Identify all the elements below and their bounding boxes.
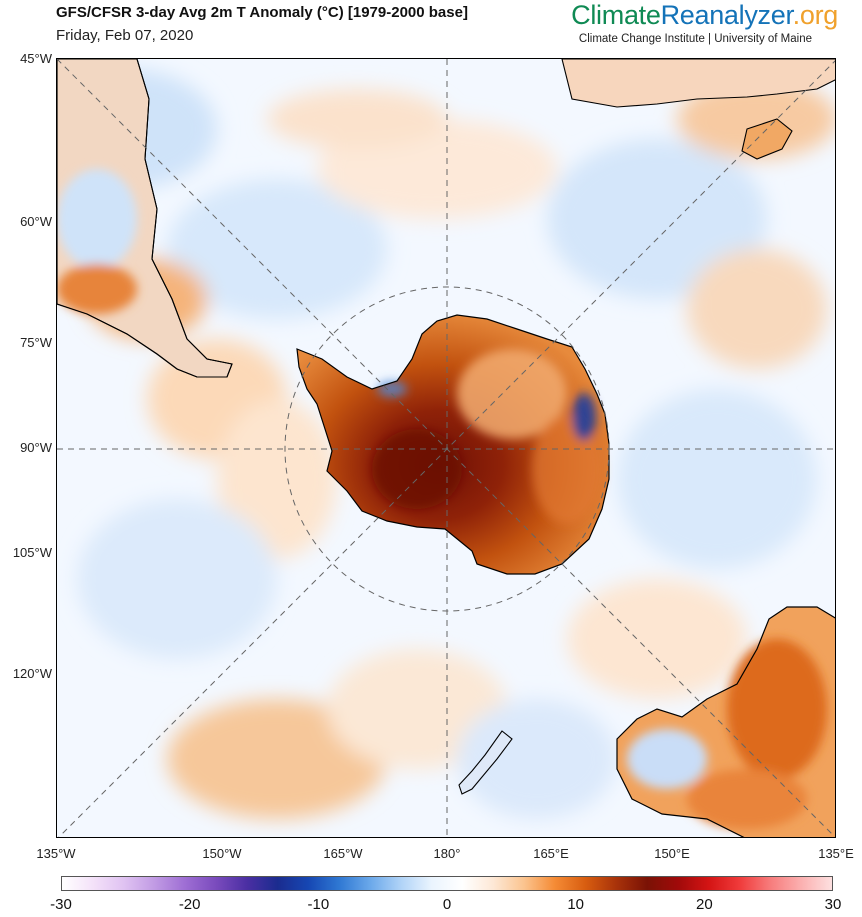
colorbar-tick-label: 0 [442, 896, 452, 913]
map-date: Friday, Feb 07, 2020 [56, 27, 194, 44]
lon-label-150e: 150°E [654, 846, 690, 861]
anomaly-map [56, 58, 836, 838]
africa-outline [561, 59, 835, 160]
australia-landmass [616, 606, 835, 837]
brand-subtitle: Climate Change Institute | University of… [578, 33, 812, 45]
lat-label-75w: 75°W [20, 335, 52, 350]
climate-reanalyzer-logo[interactable]: ClimateReanalyzer.org [571, 0, 838, 31]
lat-label-90w: 90°W [20, 440, 52, 455]
lon-label-180: 180° [433, 846, 461, 861]
map-canvas [57, 59, 835, 837]
lat-label-60w: 60°W [20, 214, 52, 229]
colorbar-tick-label: 30 [824, 896, 842, 913]
lon-label-135w: 135°W [36, 846, 76, 861]
graticule [57, 59, 835, 837]
colorbar-tick-label: -10 [307, 896, 330, 913]
lat-label-105w: 105°W [12, 545, 52, 560]
colorbar-tick-label: 10 [567, 896, 584, 913]
lon-label-135e: 135°E [818, 846, 854, 861]
logo-part-org: .org [792, 0, 839, 30]
lat-label-120w: 120°W [12, 666, 52, 681]
south-america-outline [57, 59, 233, 378]
colorbar [61, 876, 833, 891]
logo-part-reanalyzer: Reanalyzer [660, 0, 793, 30]
lon-label-150w: 150°W [202, 846, 242, 861]
lon-label-165w: 165°W [323, 846, 363, 861]
new-zealand-outline [458, 730, 513, 795]
colorbar-tick-label: -20 [178, 896, 201, 913]
colorbar-tick-label: -30 [50, 896, 72, 913]
colorbar-tick-label: 20 [695, 896, 713, 913]
logo-part-climate: Climate [571, 0, 661, 30]
lon-label-165e: 165°E [533, 846, 569, 861]
map-title: GFS/CFSR 3-day Avg 2m T Anomaly (°C) [19… [56, 4, 468, 21]
lat-label-45w: 45°W [20, 51, 52, 66]
antarctica-landmass [296, 314, 610, 575]
anomaly-field [57, 59, 835, 837]
